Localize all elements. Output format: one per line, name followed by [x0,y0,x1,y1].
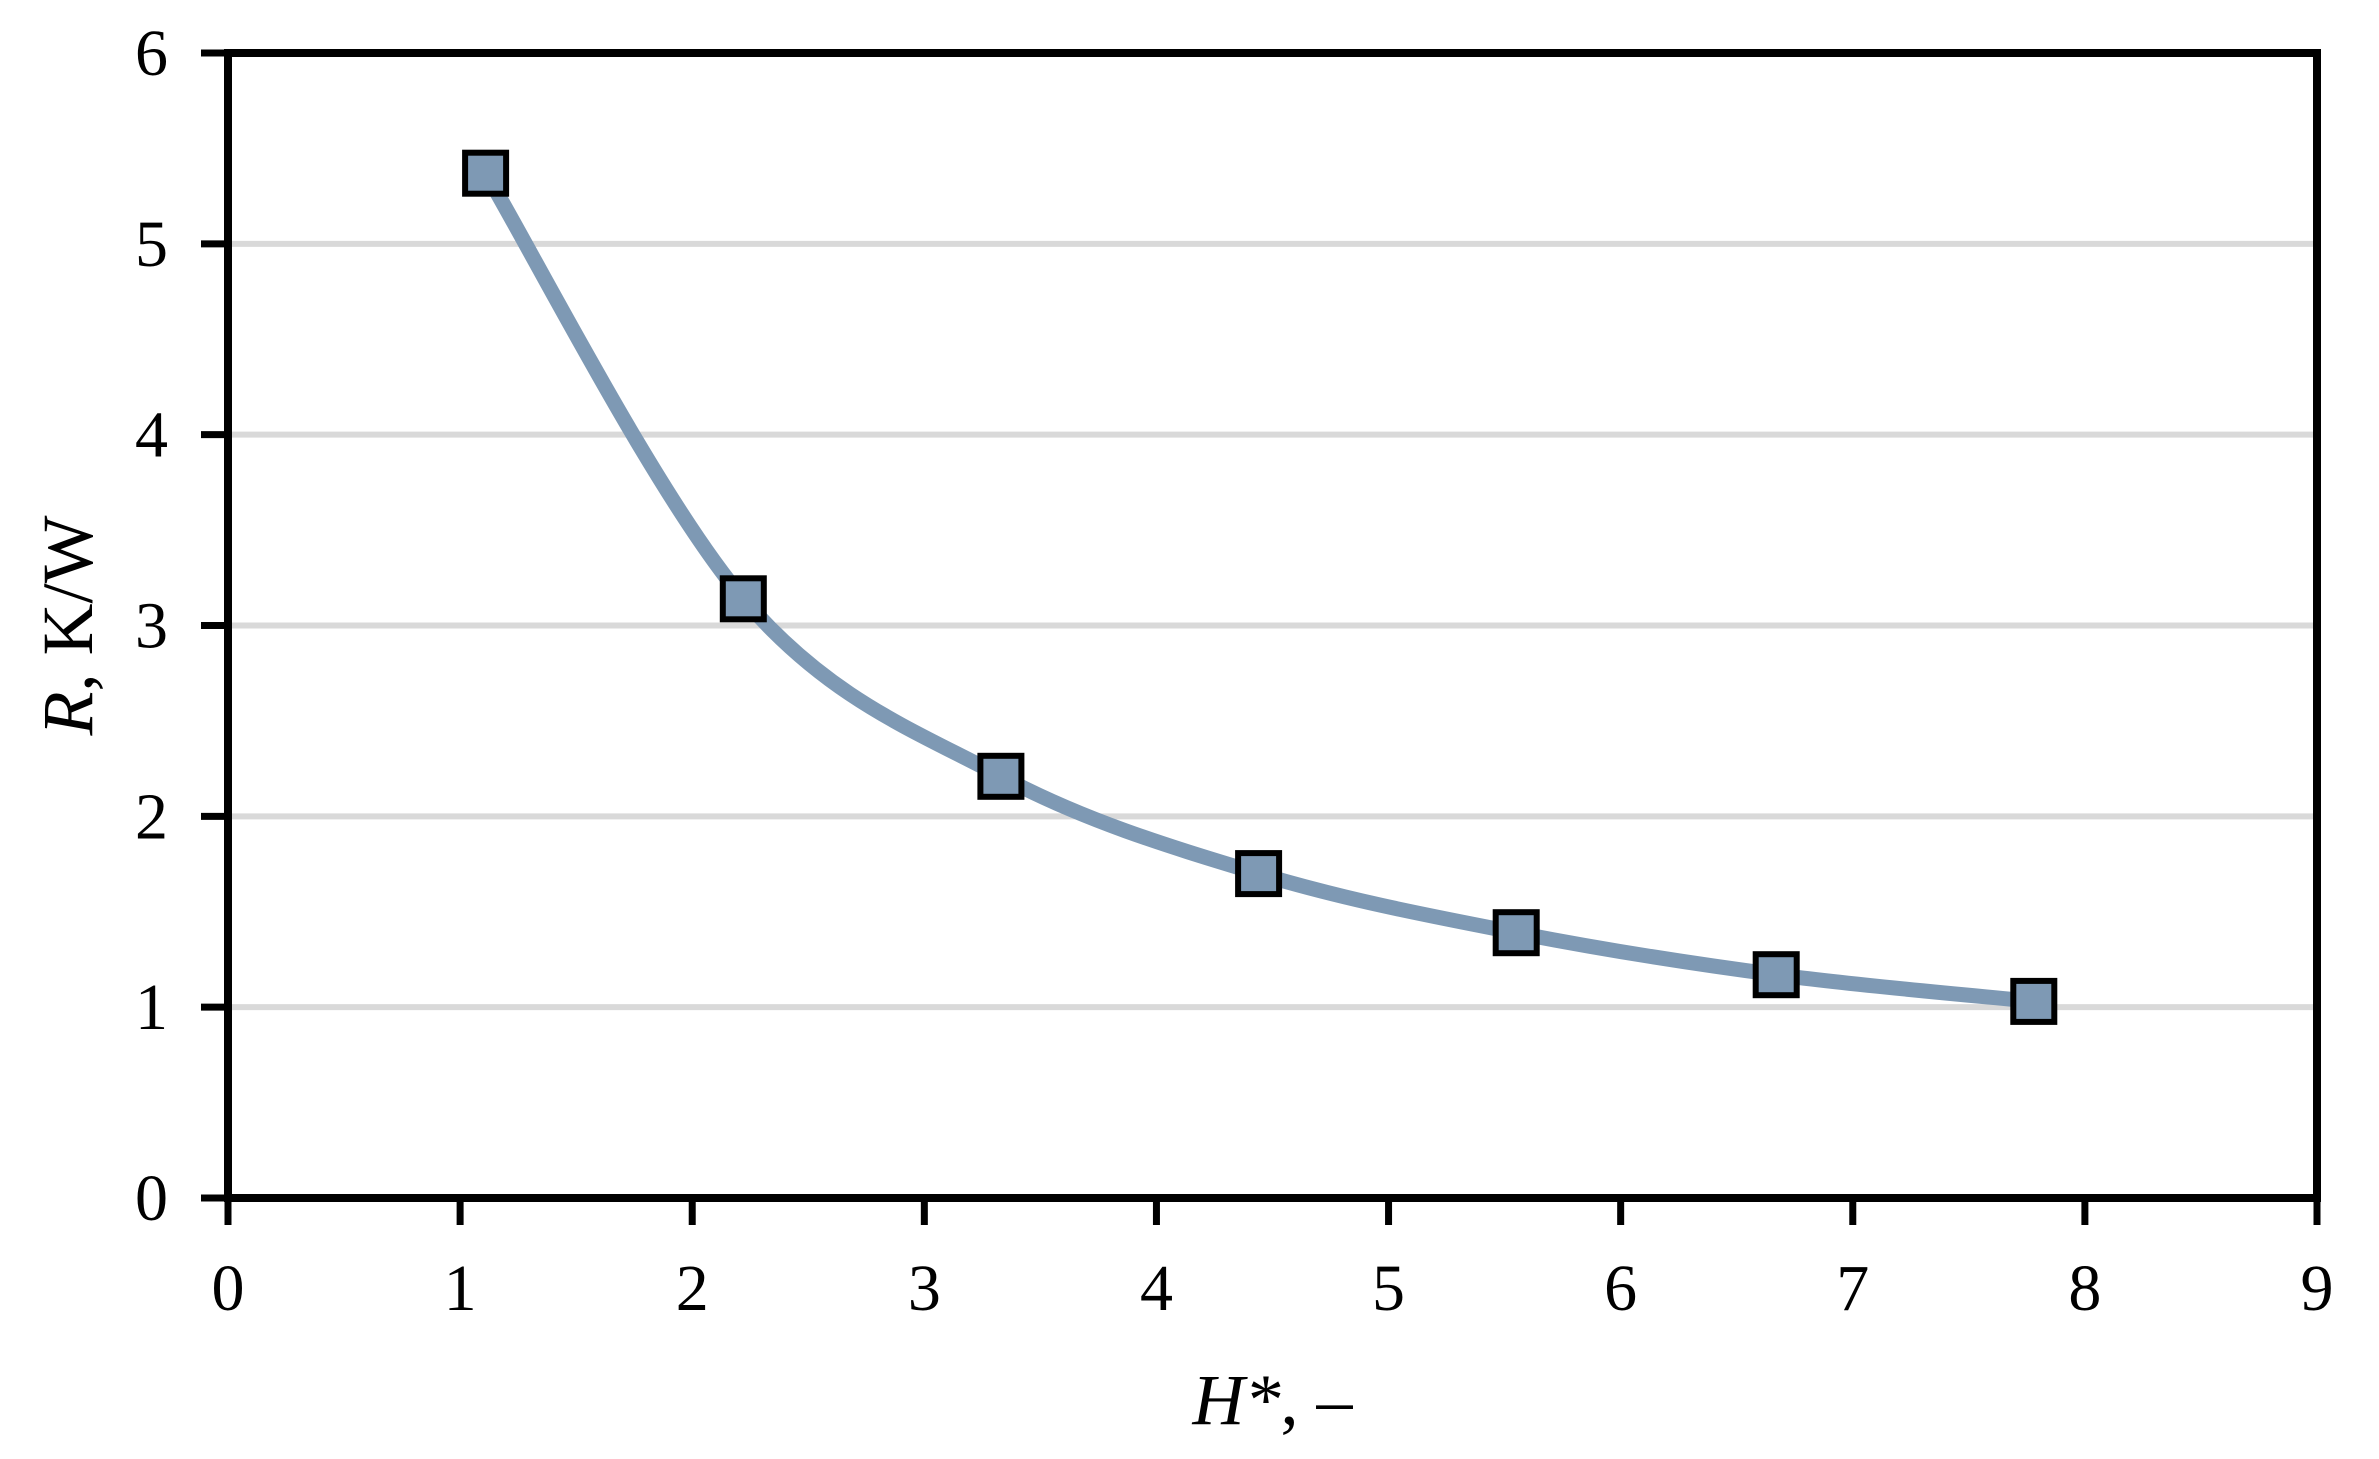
y-tick-label: 1 [135,971,168,1044]
x-tick-label: 8 [2068,1252,2101,1325]
y-tick-label: 6 [135,17,168,90]
x-axis-title-units: , – [1281,1360,1354,1440]
y-axis-title: R, K/W [28,515,108,736]
y-axis-title-units: , K/W [28,515,108,691]
plot-border [224,49,2321,1202]
x-axis-title-variable: H* [1192,1360,1281,1440]
x-tick-label: 4 [1140,1252,1173,1325]
data-point-marker [1235,850,1283,898]
y-tick-label: 5 [135,208,168,281]
y-axis-title-variable: R [28,691,108,736]
data-point-marker [719,575,767,623]
x-tick-label: 1 [444,1252,477,1325]
x-tick-label: 9 [2301,1252,2334,1325]
data-point-marker [1492,909,1540,957]
x-axis-title: H*, – [1192,1360,1354,1440]
data-point-marker [977,752,1025,800]
y-tick-label: 0 [135,1162,168,1235]
x-tick-label: 6 [1604,1252,1637,1325]
x-tick-label: 7 [1836,1252,1869,1325]
data-point-marker [2010,977,2058,1025]
x-tick-label: 5 [1372,1252,1405,1325]
data-point-marker [462,149,510,197]
y-tick-label: 3 [135,590,168,663]
data-point-marker [1752,951,1800,999]
x-tick-label: 3 [908,1252,941,1325]
y-tick-label: 4 [135,399,168,472]
x-tick-label: 2 [676,1252,709,1325]
x-tick-label: 0 [212,1252,245,1325]
y-tick-label: 2 [135,780,168,853]
